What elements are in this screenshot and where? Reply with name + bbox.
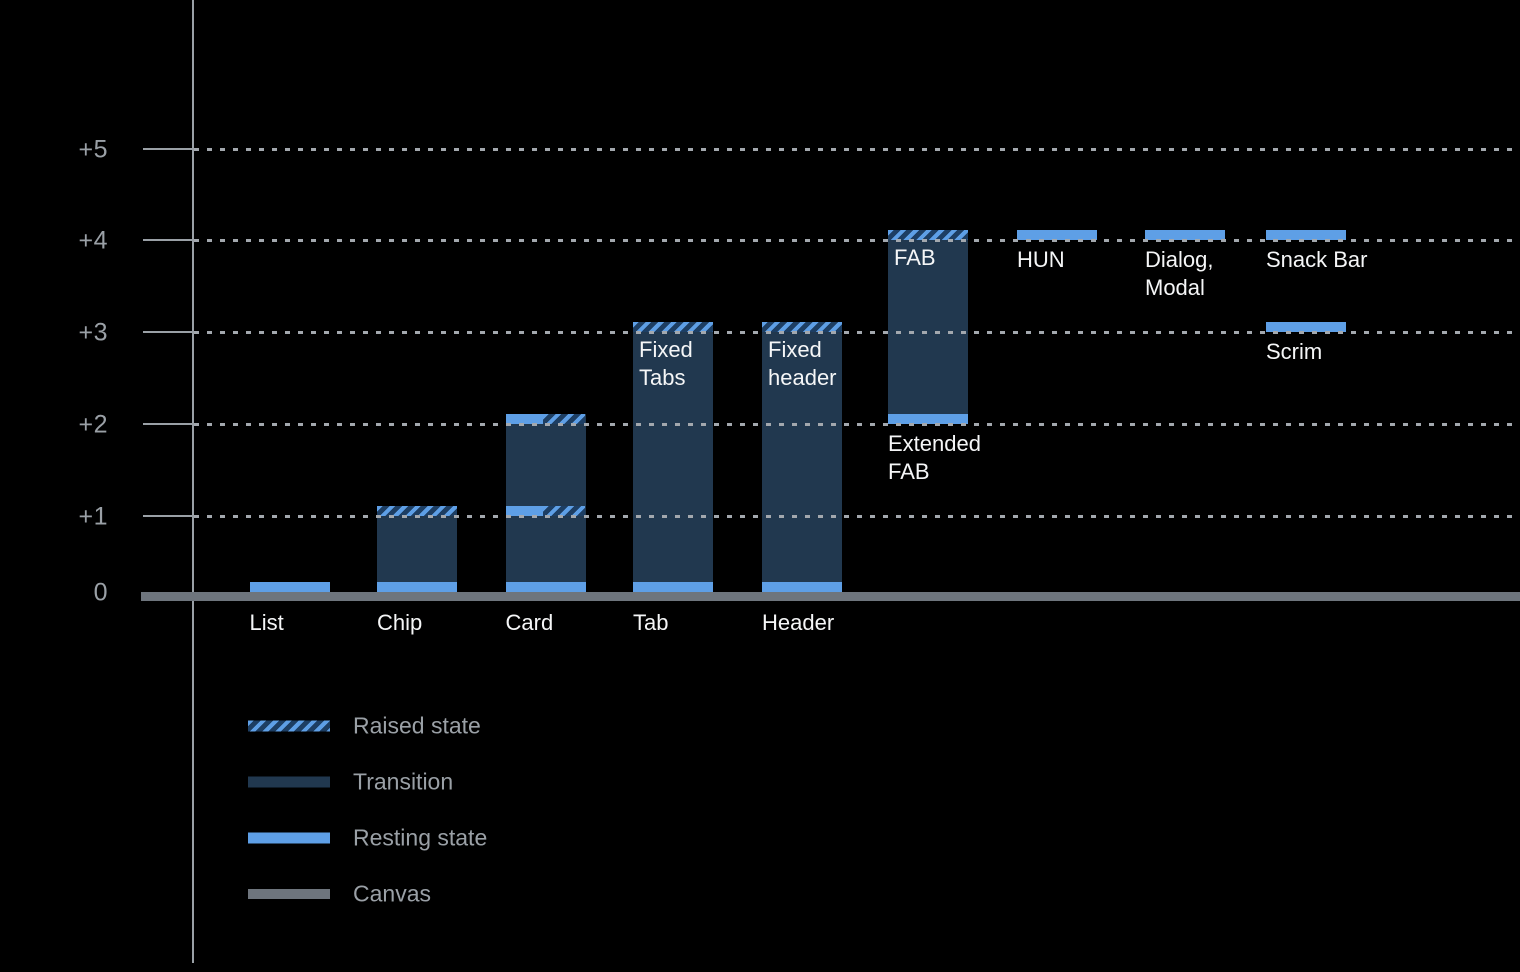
legend-row-raised: Raised state <box>248 711 668 741</box>
band-resting-card-l2 <box>505 413 544 424</box>
legend-label-transition: Transition <box>353 768 454 795</box>
gridline-level-5 <box>194 147 1520 151</box>
band-resting-scrim-l3 <box>1266 321 1346 332</box>
tick-mark-2 <box>143 422 197 425</box>
inner-label-fab: FAB <box>894 244 936 270</box>
y-tick-label-+2: +2 <box>78 410 108 438</box>
inner-label-tab: Fixed Tabs <box>639 336 693 390</box>
bar-transition-header <box>762 321 842 592</box>
band-resting-snackbar-l4 <box>1266 229 1346 240</box>
band-resting-tab-l0 <box>633 582 713 592</box>
band-raised-header-l3 <box>762 321 842 332</box>
canvas-baseline <box>141 592 1520 601</box>
band-resting-dialog-l4 <box>1145 229 1225 240</box>
y-tick-label-+5: +5 <box>78 135 108 163</box>
y-tick-label-+4: +4 <box>78 226 108 254</box>
band-resting-fab-l2 <box>888 413 968 424</box>
tick-mark-4 <box>143 238 197 241</box>
y-axis-line <box>192 0 194 963</box>
category-label-chip: Chip <box>377 610 423 635</box>
legend-swatch-resting <box>248 832 330 844</box>
legend-label-canvas: Canvas <box>353 880 431 907</box>
bar-transition-tab <box>633 321 713 592</box>
band-resting-card-l0 <box>505 582 586 592</box>
band-raised-tab-l3 <box>633 321 713 332</box>
bar-transition-chip <box>377 505 457 592</box>
gridline-level-4 <box>194 238 1520 242</box>
band-raised-chip-l1 <box>377 505 457 516</box>
legend-swatch-transition <box>248 776 330 788</box>
below-label-snackbar: Snack Bar <box>1266 246 1368 272</box>
tick-mark-3 <box>143 330 197 333</box>
band-raised-card-l2 <box>543 413 586 424</box>
y-tick-label-+3: +3 <box>78 318 108 346</box>
band-resting-chip-l0 <box>377 582 457 592</box>
legend-row-canvas: Canvas <box>248 879 668 909</box>
below-label-fab: Extended FAB <box>888 430 981 484</box>
bar-transition-fab <box>888 229 968 424</box>
category-label-list: List <box>249 610 284 635</box>
tick-mark-1 <box>143 514 197 517</box>
category-label-tab: Tab <box>633 610 669 635</box>
legend-row-transition: Transition <box>248 767 668 797</box>
below-label-scrim: Scrim <box>1266 338 1323 364</box>
legend-swatch-raised <box>248 720 330 732</box>
below-label-dialog: Dialog, Modal <box>1145 246 1214 300</box>
y-tick-label-0: 0 <box>93 578 108 607</box>
band-raised-card-l1 <box>543 505 586 516</box>
gridline-level-2 <box>194 422 1520 426</box>
band-resting-card-l1 <box>505 505 544 516</box>
band-resting-hun-l4 <box>1017 229 1097 240</box>
band-raised-fab-l4 <box>888 229 968 240</box>
below-label-hun: HUN <box>1017 246 1065 272</box>
band-resting-header-l0 <box>762 582 842 592</box>
legend-row-resting: Resting state <box>248 823 668 853</box>
category-label-card: Card <box>505 610 554 635</box>
gridline-level-3 <box>194 330 1520 334</box>
category-label-header: Header <box>762 610 835 635</box>
bar-transition-card <box>505 413 586 592</box>
legend-label-resting: Resting state <box>353 824 488 851</box>
band-resting-list-l0 <box>249 582 330 592</box>
legend-swatch-canvas <box>248 889 330 899</box>
gridline-level-1 <box>194 514 1520 518</box>
inner-label-header: Fixed header <box>768 336 837 390</box>
y-tick-label-+1: +1 <box>78 502 108 530</box>
legend-label-raised: Raised state <box>353 712 481 739</box>
tick-mark-5 <box>143 147 197 150</box>
